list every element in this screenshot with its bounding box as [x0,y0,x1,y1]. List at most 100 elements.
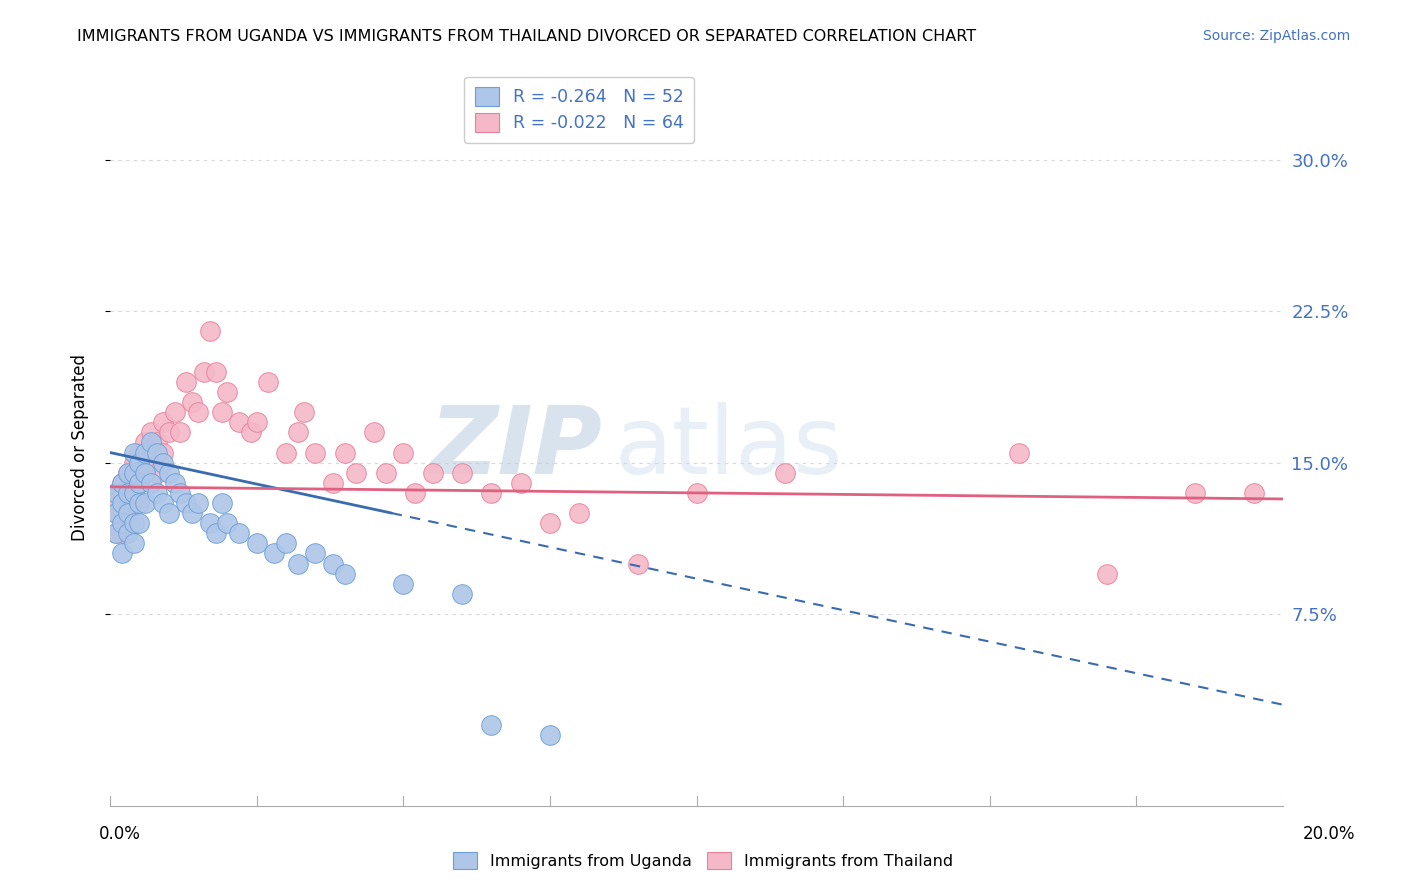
Point [169,486,191,500]
Point [217,384,239,399]
Point [773,466,796,480]
Text: 0.0%: 0.0% [98,825,141,843]
Text: 20.0%: 20.0% [1302,825,1355,843]
Point [176,496,198,510]
Point [363,425,385,440]
Point [146,435,169,450]
Point [122,466,145,480]
Point [104,506,127,520]
Point [198,516,221,531]
Point [139,435,162,450]
Point [187,405,209,419]
Point [1008,445,1031,459]
Text: IMMIGRANTS FROM UGANDA VS IMMIGRANTS FROM THAILAND DIVORCED OR SEPARATED CORRELA: IMMIGRANTS FROM UGANDA VS IMMIGRANTS FRO… [77,29,976,44]
Point [146,486,169,500]
Text: Source: ZipAtlas.com: Source: ZipAtlas.com [1202,29,1350,43]
Point [1243,486,1265,500]
Point [128,496,150,510]
Point [157,506,180,520]
Point [287,425,309,440]
Point [538,728,561,742]
Point [134,496,156,510]
Point [217,516,239,531]
Point [104,496,127,510]
Point [111,475,134,490]
Point [157,466,180,480]
Point [117,466,139,480]
Point [128,456,150,470]
Point [1184,486,1206,500]
Point [204,365,226,379]
Point [117,486,139,500]
Point [322,557,344,571]
Point [187,496,209,510]
Point [128,496,150,510]
Point [134,456,156,470]
Point [169,425,191,440]
Point [122,445,145,459]
Point [246,415,269,429]
Point [479,486,502,500]
Point [292,405,315,419]
Point [176,375,198,389]
Point [157,425,180,440]
Point [193,365,215,379]
Point [333,566,356,581]
Point [228,415,250,429]
Point [479,718,502,732]
Point [104,486,127,500]
Point [204,526,226,541]
Legend: R = -0.264   N = 52, R = -0.022   N = 64: R = -0.264 N = 52, R = -0.022 N = 64 [464,77,695,143]
Point [111,546,134,560]
Point [134,435,156,450]
Point [111,526,134,541]
Point [257,375,280,389]
Point [322,475,344,490]
Point [274,536,297,550]
Point [104,526,127,541]
Legend: Immigrants from Uganda, Immigrants from Thailand: Immigrants from Uganda, Immigrants from … [446,846,960,875]
Point [304,546,326,560]
Point [263,546,285,560]
Point [1095,566,1118,581]
Point [117,506,139,520]
Point [509,475,531,490]
Point [122,475,145,490]
Point [122,496,145,510]
Point [139,425,162,440]
Point [211,405,233,419]
Point [111,516,134,531]
Point [128,475,150,490]
Y-axis label: Divorced or Separated: Divorced or Separated [72,354,89,541]
Point [163,405,186,419]
Point [111,496,134,510]
Point [117,526,139,541]
Point [163,475,186,490]
Point [152,456,174,470]
Point [117,506,139,520]
Point [111,486,134,500]
Point [211,496,233,510]
Text: atlas: atlas [614,401,842,493]
Point [128,475,150,490]
Point [122,536,145,550]
Point [128,445,150,459]
Point [627,557,650,571]
Point [181,395,204,409]
Point [392,445,415,459]
Point [104,526,127,541]
Point [104,486,127,500]
Point [344,466,367,480]
Point [451,466,474,480]
Point [139,456,162,470]
Point [274,445,297,459]
Point [122,456,145,470]
Point [152,445,174,459]
Text: ZIP: ZIP [430,401,603,493]
Point [111,506,134,520]
Point [239,425,262,440]
Point [304,445,326,459]
Point [392,576,415,591]
Point [128,516,150,531]
Point [404,486,426,500]
